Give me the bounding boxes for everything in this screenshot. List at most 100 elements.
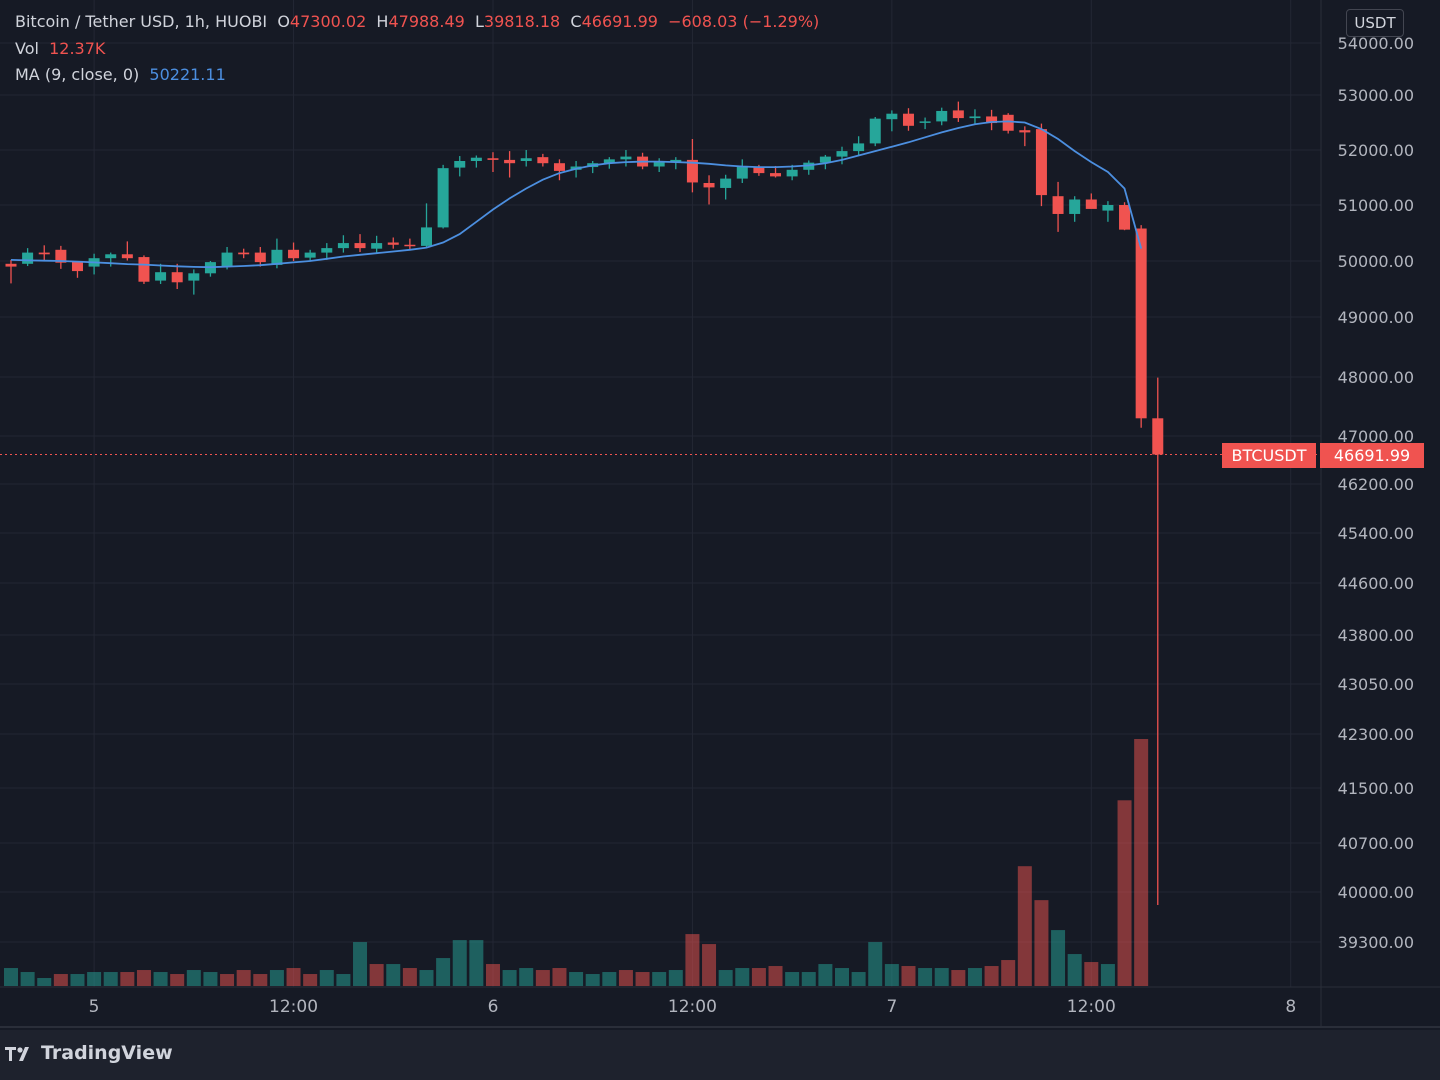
volume-bars <box>4 739 1149 986</box>
candle-body <box>853 143 865 152</box>
candle-body <box>138 257 150 282</box>
volume-bar <box>768 966 783 986</box>
change-value: −608.03 (−1.29%) <box>668 12 820 31</box>
candle-body <box>553 163 565 171</box>
volume-bar <box>751 968 766 986</box>
volume-bar <box>801 972 816 986</box>
price-tick-label: 44600.00 <box>1338 574 1414 593</box>
volume-bar <box>402 968 417 986</box>
candle-body <box>819 156 831 163</box>
candle-body <box>188 273 200 281</box>
time-tick-label: 12:00 <box>668 997 717 1017</box>
volume-bar <box>319 970 334 986</box>
price-tick-label: 49000.00 <box>1338 308 1414 327</box>
tradingview-logo[interactable]: TradingView <box>4 1042 173 1064</box>
low-label: L <box>474 12 484 31</box>
price-tick-label: 51000.00 <box>1338 196 1414 215</box>
candle <box>138 255 150 284</box>
volume-bar <box>37 978 52 986</box>
volume-bar <box>469 940 484 986</box>
candle <box>969 109 981 125</box>
volume-bar <box>652 972 667 986</box>
volume-bar <box>851 972 866 986</box>
candle-body <box>470 157 482 161</box>
candle <box>254 247 266 267</box>
candle <box>238 248 250 259</box>
volume-bar <box>785 972 800 986</box>
candle-body <box>22 252 34 264</box>
candle-body <box>1069 199 1081 214</box>
candle-body <box>703 183 715 188</box>
candle-body <box>1135 228 1147 419</box>
candle-body <box>421 227 432 246</box>
candle-body <box>354 243 366 249</box>
footer-bar <box>0 1030 1440 1080</box>
candle-body <box>653 162 665 167</box>
volume-bar <box>884 964 899 986</box>
price-tick-label: 50000.00 <box>1338 252 1414 271</box>
candle <box>1019 126 1031 147</box>
candle <box>670 157 682 170</box>
candle-body <box>736 165 748 179</box>
volume-bar <box>236 970 251 986</box>
candle-body <box>454 161 466 168</box>
grid <box>0 0 1321 987</box>
tradingview-icon <box>5 1047 29 1061</box>
candle-body <box>1019 130 1031 133</box>
volume-bar <box>336 974 351 986</box>
candle <box>1102 201 1114 222</box>
candle-body <box>1035 129 1047 196</box>
price-tick-label: 53000.00 <box>1338 86 1414 105</box>
volume-bar <box>1051 930 1066 986</box>
vol-label: Vol <box>15 39 39 58</box>
time-tick-label: 8 <box>1285 997 1296 1017</box>
open-label: O <box>277 12 290 31</box>
volume-bar <box>685 934 700 986</box>
candle <box>786 164 798 181</box>
candle <box>736 159 748 183</box>
candle <box>171 263 183 289</box>
candle <box>853 136 865 156</box>
volume-bar <box>419 970 434 986</box>
candle <box>22 248 34 267</box>
candle-body <box>670 159 682 163</box>
volume-bar <box>452 940 467 986</box>
candle-body <box>321 248 333 253</box>
candle <box>869 117 881 147</box>
open-value: 47300.02 <box>289 12 367 31</box>
candle-body <box>969 116 981 119</box>
volume-bar <box>1017 866 1032 986</box>
volume-legend[interactable]: Vol 12.37K <box>15 39 105 58</box>
candle-body <box>786 169 798 177</box>
currency-unit-button[interactable]: USDT <box>1346 9 1404 37</box>
candle <box>553 159 565 181</box>
candle-body <box>720 178 732 188</box>
volume-bar <box>1100 964 1115 986</box>
candle <box>188 269 200 295</box>
chart-legend-ohlc: Bitcoin / Tether USD, 1h, HUOBI O47300.0… <box>15 12 819 31</box>
candle <box>537 153 549 167</box>
volume-bar <box>1134 739 1149 986</box>
candle <box>520 150 532 167</box>
volume-bar <box>353 942 368 986</box>
volume-bar <box>436 958 451 986</box>
low-value: 39818.18 <box>483 12 561 31</box>
candle-body <box>254 252 266 263</box>
ma-legend[interactable]: MA (9, close, 0) 50221.11 <box>15 65 226 84</box>
candle <box>836 146 848 165</box>
candle <box>204 261 216 277</box>
price-tick-label: 42300.00 <box>1338 725 1414 744</box>
candle-body <box>869 118 881 144</box>
candle-body <box>387 242 399 245</box>
candle <box>55 245 67 269</box>
candle-body <box>487 158 499 160</box>
candle-body <box>404 244 416 247</box>
candle-body <box>520 158 532 161</box>
candle-body <box>902 113 914 126</box>
volume-bar <box>835 968 849 986</box>
volume-bar <box>585 974 600 986</box>
candle <box>686 139 698 193</box>
candle-body <box>288 249 300 259</box>
volume-bar <box>635 972 650 986</box>
